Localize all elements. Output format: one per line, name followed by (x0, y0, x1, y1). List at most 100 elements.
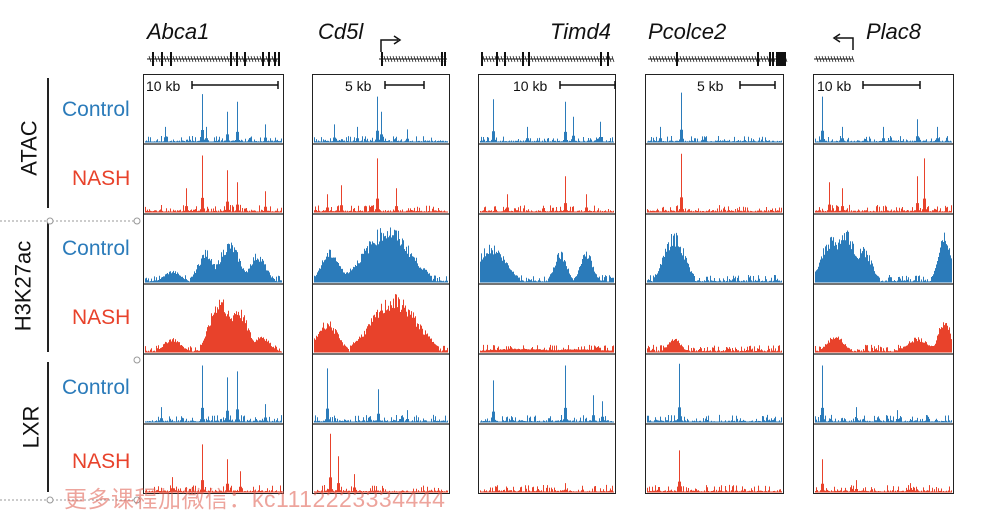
scale-label-pcolce2: 5 kb (697, 78, 724, 94)
exon (772, 52, 774, 66)
gene-model-hatch (392, 55, 396, 63)
exon (274, 52, 276, 66)
gene-model-hatch (590, 55, 594, 63)
signal-track (647, 363, 782, 422)
gene-model-hatch (554, 55, 558, 63)
exon (481, 52, 483, 66)
gene-model-hatch (673, 55, 677, 63)
exon (278, 52, 280, 66)
gene-model-hatch (721, 55, 725, 63)
exon (607, 52, 609, 66)
exon (268, 52, 270, 66)
signal-track (145, 155, 282, 212)
gene-model-hatch (172, 55, 176, 63)
gene-model-hatch (500, 55, 504, 63)
gene-model-hatch (407, 55, 411, 63)
gene-model-hatch (754, 55, 758, 63)
gene-model-hatch (688, 55, 692, 63)
signal-track (480, 365, 614, 422)
gene-model-hatch (199, 55, 203, 63)
gene-model-hatch (419, 55, 423, 63)
gene-model-hatch (193, 55, 197, 63)
gene-model-hatch (569, 55, 573, 63)
gene-model-hatch (166, 55, 170, 63)
condition-label-lxr-control: Control (62, 376, 130, 399)
gene-model-hatch (833, 55, 837, 63)
gene-model-hatch (742, 55, 746, 63)
signal-track (480, 344, 614, 352)
guide-handle (133, 356, 141, 364)
gene-model-hatch (821, 55, 825, 63)
gene-model-hatch (196, 55, 200, 63)
gene-model-hatch (536, 55, 540, 63)
gene-model-hatch (416, 55, 420, 63)
exon (262, 52, 264, 66)
gene-model-hatch (223, 55, 227, 63)
gene-model-hatch (491, 55, 495, 63)
scale-label-abca1: 10 kb (146, 78, 181, 94)
tss-arrow-head (832, 33, 841, 43)
gene-model-hatch (208, 55, 212, 63)
gene-model-hatch (190, 55, 194, 63)
gene-model-hatch (593, 55, 597, 63)
gene-model-hatch (736, 55, 740, 63)
gene-model-hatch (238, 55, 242, 63)
gene-model-hatch (211, 55, 215, 63)
gene-model-hatch (575, 55, 579, 63)
assay-bracket-h3k27ac (47, 222, 49, 352)
gene-model-hatch (271, 55, 275, 63)
assay-bracket-atac (47, 78, 49, 208)
condition-label-lxr-nash: NASH (72, 450, 131, 473)
gene-model-hatch (581, 55, 585, 63)
gene-model-hatch (256, 55, 260, 63)
gene-model-hatch (398, 55, 402, 63)
gene-model-hatch (515, 55, 519, 63)
gene-model-hatch (851, 55, 855, 63)
condition-label-h3k27ac-control: Control (62, 237, 130, 260)
signal-track (314, 227, 448, 282)
gene-model-hatch (830, 55, 834, 63)
exon (230, 52, 232, 66)
gene-model-hatch (694, 55, 698, 63)
exon (522, 52, 524, 66)
gene-model-hatch (652, 55, 656, 63)
exon (152, 52, 154, 66)
gene-model-hatch (679, 55, 683, 63)
signal-track (145, 94, 282, 142)
gene-model-hatch (766, 55, 770, 63)
gene-model-hatch (730, 55, 734, 63)
gene-model-hatch (649, 55, 653, 63)
gene-model-hatch (148, 55, 152, 63)
gene-model-hatch (497, 55, 501, 63)
gene-model-hatch (434, 55, 438, 63)
signal-track (480, 99, 614, 142)
gene-label-cd5l: Cd5l (318, 19, 364, 44)
signal-track (815, 459, 952, 492)
gene-model-hatch (596, 55, 600, 63)
guide-handle (133, 496, 141, 504)
exon (496, 52, 498, 66)
signal-track (815, 158, 952, 212)
gene-model-hatch (485, 55, 489, 63)
gene-model-hatch (566, 55, 570, 63)
gene-model-hatch (760, 55, 764, 63)
gene-model-hatch (247, 55, 251, 63)
gene-model-hatch (815, 55, 819, 63)
gene-model-hatch (410, 55, 414, 63)
gene-model-hatch (748, 55, 752, 63)
gene-model-hatch (181, 55, 185, 63)
gene-model-hatch (700, 55, 704, 63)
guide-handle (46, 496, 54, 504)
gene-model-hatch (175, 55, 179, 63)
gene-model-hatch (509, 55, 513, 63)
signal-track (647, 450, 782, 492)
gene-model-hatch (524, 55, 528, 63)
gene-model-hatch (845, 55, 849, 63)
gene-model-hatch (824, 55, 828, 63)
gene-model-hatch (401, 55, 405, 63)
gene-model-hatch (413, 55, 417, 63)
gene-model-hatch (437, 55, 441, 63)
gene-model-hatch (226, 55, 230, 63)
exon (504, 52, 506, 66)
gene-model-hatch (560, 55, 564, 63)
